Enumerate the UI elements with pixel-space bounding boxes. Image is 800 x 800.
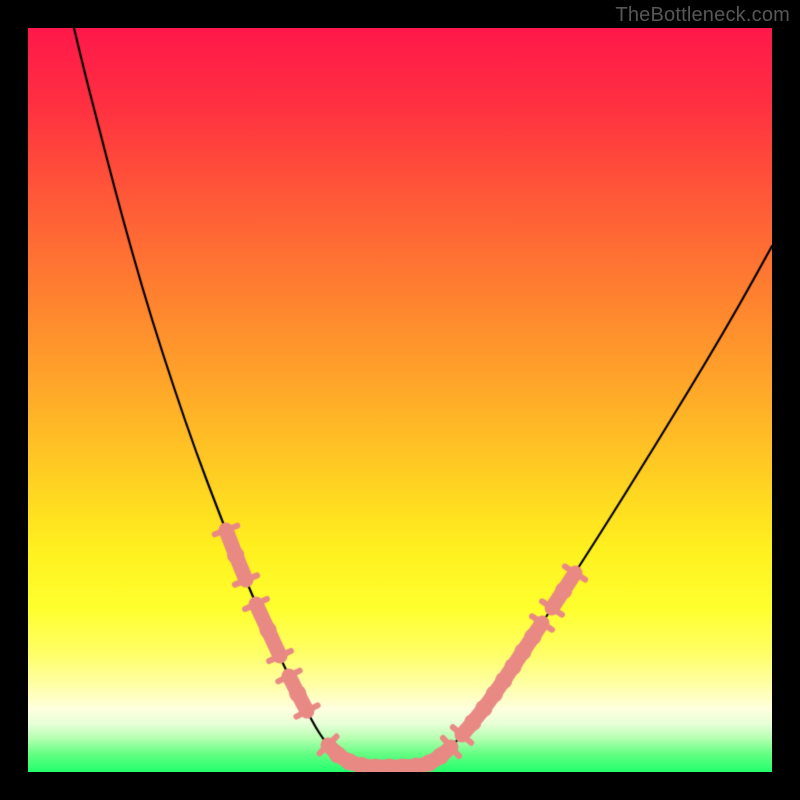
chart-container: TheBottleneck.com <box>0 0 800 800</box>
plot-area <box>28 28 772 772</box>
bottleneck-curve-canvas <box>28 28 772 772</box>
watermark-text: TheBottleneck.com <box>615 4 790 27</box>
